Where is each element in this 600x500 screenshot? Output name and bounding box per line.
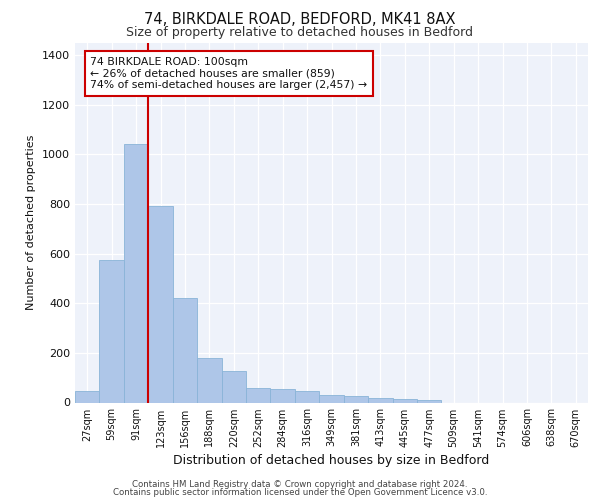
Bar [124,144,148,403]
Bar [246,388,271,402]
Text: Contains public sector information licensed under the Open Government Licence v3: Contains public sector information licen… [113,488,487,497]
Bar [197,358,221,403]
Bar [295,392,319,402]
Bar [271,389,295,402]
Bar [368,398,392,402]
Bar [417,400,442,402]
Y-axis label: Number of detached properties: Number of detached properties [26,135,37,310]
Text: Contains HM Land Registry data © Crown copyright and database right 2024.: Contains HM Land Registry data © Crown c… [132,480,468,489]
Bar [319,395,344,402]
Bar [100,260,124,402]
Bar [392,399,417,402]
Text: Size of property relative to detached houses in Bedford: Size of property relative to detached ho… [127,26,473,39]
Bar [344,396,368,402]
Bar [221,370,246,402]
Text: 74 BIRKDALE ROAD: 100sqm
← 26% of detached houses are smaller (859)
74% of semi-: 74 BIRKDALE ROAD: 100sqm ← 26% of detach… [91,57,368,90]
X-axis label: Distribution of detached houses by size in Bedford: Distribution of detached houses by size … [173,454,490,467]
Bar [148,206,173,402]
Text: 74, BIRKDALE ROAD, BEDFORD, MK41 8AX: 74, BIRKDALE ROAD, BEDFORD, MK41 8AX [144,12,456,28]
Bar [75,392,100,402]
Bar [173,298,197,403]
